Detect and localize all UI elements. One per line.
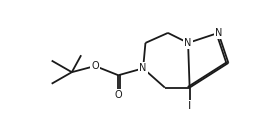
Text: N: N [184,38,192,48]
Text: I: I [188,101,191,111]
Text: N: N [139,63,147,73]
Text: N: N [215,28,222,38]
Text: O: O [114,90,122,100]
Text: O: O [91,61,99,71]
